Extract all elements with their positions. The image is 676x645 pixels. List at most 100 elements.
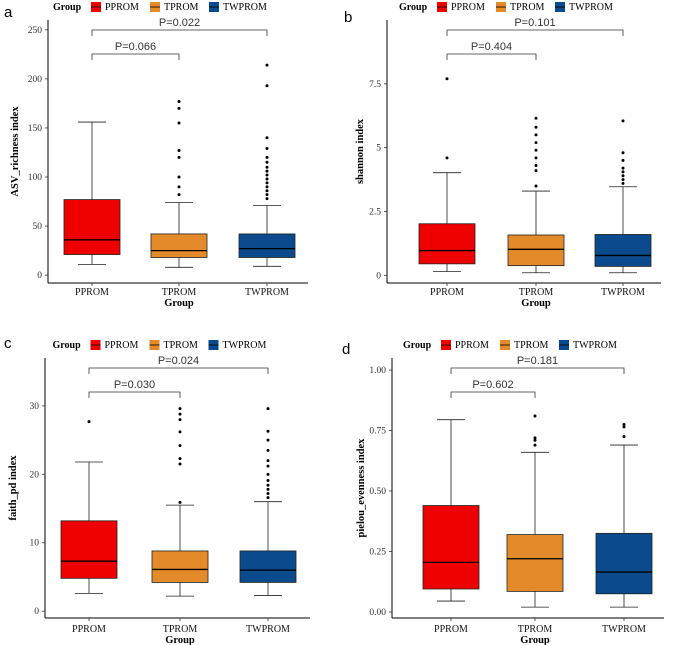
legend: Group PPROM TPROM TWPROM xyxy=(53,340,267,351)
outlier-point xyxy=(621,181,625,185)
outlier-point xyxy=(534,164,538,168)
legend: Group PPROM TPROM TWPROM xyxy=(403,340,617,351)
x-axis-title: Group xyxy=(520,635,550,645)
outlier-point xyxy=(178,462,182,466)
legend-label-twprom: TWPROM xyxy=(223,2,267,13)
outlier-point xyxy=(622,425,626,429)
legend-label-tprom: TPROM xyxy=(164,2,199,13)
legend-title: Group xyxy=(399,2,428,13)
legend: Group PPROM TPROM TWPROM xyxy=(53,2,267,13)
bracket-line xyxy=(91,29,268,36)
box-tprom xyxy=(507,116,565,274)
outlier-point xyxy=(178,500,182,504)
box-iqr xyxy=(594,234,652,267)
outlier-point xyxy=(265,173,269,177)
outlier-point xyxy=(621,174,625,178)
x-tick-label-tprom: TPROM xyxy=(163,624,198,635)
x-tick-label-twprom: TWPROM xyxy=(602,624,646,635)
panel-b: b Group PPROM TPROM TWPROM 0 2.5 5 7.5 shannon in… xyxy=(344,2,661,309)
bracket-line xyxy=(91,53,180,60)
outlier-point xyxy=(534,184,538,188)
outlier-point xyxy=(533,436,537,440)
outlier-point xyxy=(265,189,269,193)
y-tick-label: 30 xyxy=(30,402,40,412)
outlier-point xyxy=(265,147,269,151)
outlier-point xyxy=(265,155,269,159)
outlier-point xyxy=(622,423,626,427)
outlier-point xyxy=(266,464,270,468)
outlier-point xyxy=(266,483,270,487)
x-axis-title: Group xyxy=(521,298,551,309)
box-twprom xyxy=(594,119,652,274)
comparison-bracket: P=0.101 xyxy=(446,17,624,36)
y-axis-title: shannon index xyxy=(355,118,366,184)
outlier-point xyxy=(621,170,625,174)
outlier-point xyxy=(622,435,626,439)
legend-label-tprom: TPROM xyxy=(514,340,549,351)
legend-title: Group xyxy=(403,340,432,351)
outlier-point xyxy=(265,185,269,189)
comparison-bracket: P=0.066 xyxy=(91,41,180,60)
bracket-line xyxy=(446,53,537,60)
x-axis-title: Group xyxy=(165,635,195,645)
outlier-point xyxy=(266,496,270,500)
comparison-bracket: P=0.022 xyxy=(91,17,268,36)
y-axis-title: faith_pd index xyxy=(8,455,19,521)
y-tick-label: 200 xyxy=(28,75,43,85)
x-tick-label-twprom: TWPROM xyxy=(246,624,290,635)
legend-label-tprom: TPROM xyxy=(164,340,199,351)
outlier-point xyxy=(445,156,449,160)
x-tick-label-tprom: TPROM xyxy=(518,624,553,635)
legend-label-twprom: TWPROM xyxy=(573,340,617,351)
outlier-point xyxy=(177,175,181,179)
box-pprom xyxy=(422,419,480,602)
outlier-point xyxy=(533,443,537,447)
outlier-point xyxy=(621,151,625,155)
y-tick-label: 7.5 xyxy=(369,80,381,90)
box-iqr xyxy=(422,505,480,590)
outlier-point xyxy=(178,407,182,411)
comparison-bracket: P=0.404 xyxy=(446,41,537,60)
outlier-point xyxy=(533,414,537,418)
panel-letter: d xyxy=(342,341,350,358)
legend-title: Group xyxy=(53,340,82,351)
outlier-point xyxy=(266,407,270,411)
y-tick-label: 0 xyxy=(34,607,39,617)
y-tick-label: 150 xyxy=(28,124,43,134)
outlier-point xyxy=(177,155,181,159)
outlier-point xyxy=(178,430,182,434)
panel-c: c Group PPROM TPROM TWPROM 0 10 20 30 faith_pd in… xyxy=(4,335,310,645)
y-tick-label: 20 xyxy=(30,470,40,480)
y-tick-label: 5 xyxy=(376,144,381,154)
box-iqr xyxy=(63,199,121,255)
box-iqr xyxy=(595,532,653,595)
p-value-label: P=0.101 xyxy=(514,17,555,29)
comparison-bracket: P=0.024 xyxy=(88,355,269,374)
bracket-line xyxy=(88,367,269,374)
y-axis-title: pielou_evenness index xyxy=(356,438,367,538)
panel-letter: a xyxy=(4,4,13,21)
box-iqr xyxy=(151,550,209,583)
y-tick-label: 0.75 xyxy=(369,427,386,437)
outlier-point xyxy=(266,478,270,482)
x-tick-label-pprom: PPROM xyxy=(430,287,464,298)
outlier-point xyxy=(178,418,182,422)
outlier-point xyxy=(621,119,625,123)
legend-label-pprom: PPROM xyxy=(105,2,139,13)
x-tick-label-tprom: TPROM xyxy=(162,287,197,298)
legend-label-twprom: TWPROM xyxy=(223,340,267,351)
outlier-point xyxy=(177,193,181,197)
outlier-point xyxy=(266,491,270,495)
outlier-point xyxy=(265,136,269,140)
y-tick-label: 2.5 xyxy=(369,208,381,218)
bracket-line xyxy=(446,29,624,36)
outlier-point xyxy=(534,133,538,137)
y-tick-label: 10 xyxy=(30,539,40,549)
outlier-point xyxy=(265,169,269,173)
box-iqr xyxy=(60,520,118,579)
box-pprom xyxy=(418,77,476,272)
bracket-line xyxy=(450,391,536,398)
panel-letter: c xyxy=(4,335,12,352)
box-tprom xyxy=(150,99,208,268)
panel-letter: b xyxy=(344,9,352,26)
